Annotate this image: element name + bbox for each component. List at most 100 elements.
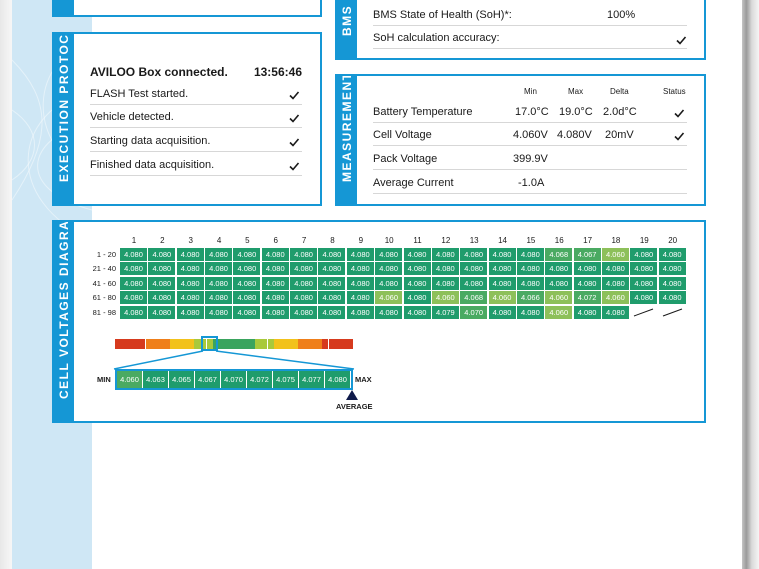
- check-icon: [289, 91, 300, 100]
- voltage-cell: 4.080: [233, 262, 261, 276]
- voltage-cell: 4.080: [630, 262, 658, 276]
- measurement-label: Pack Voltage: [373, 153, 438, 165]
- column-header: 12: [441, 236, 451, 245]
- scale-value: 4.067: [195, 371, 221, 388]
- scale-segment: [346, 339, 353, 349]
- check-icon: [289, 138, 300, 147]
- row-label: 81 - 98: [92, 307, 116, 317]
- voltage-cell: 4.060: [488, 291, 516, 305]
- zoom-connector: [113, 350, 355, 370]
- scale-segment: [310, 339, 317, 349]
- voltage-cell: 4.080: [375, 248, 403, 261]
- soh-row: BMS State of Health (SoH)*: 100%: [373, 6, 687, 26]
- voltage-cell: 4.080: [431, 248, 459, 261]
- scale-value: 4.080: [325, 371, 351, 388]
- voltage-cell: 4.080: [403, 291, 431, 305]
- protocol-step: Vehicle detected.: [90, 108, 302, 128]
- soh-accuracy-row: SoH calculation accuracy:: [373, 29, 687, 49]
- column-header: 13: [469, 236, 479, 245]
- voltage-cell: 4.080: [488, 305, 516, 319]
- scale-value: 4.063: [143, 371, 169, 388]
- scale-segment: [115, 339, 122, 349]
- voltage-cell: 4.080: [403, 262, 431, 276]
- voltage-cell: 4.080: [573, 276, 601, 290]
- page-right-edge: [741, 0, 759, 569]
- voltage-cell: 4.060: [431, 291, 459, 305]
- measurement-row: Cell Voltage 4.060V 4.080V 20mV: [373, 126, 687, 146]
- scale-segment: [340, 339, 347, 349]
- check-icon: [676, 36, 687, 45]
- voltage-cell: 4.080: [261, 262, 289, 276]
- protocol-step-label: Vehicle detected.: [90, 111, 174, 123]
- voltage-cell: 4.080: [601, 276, 629, 290]
- soh-value: 100%: [607, 9, 636, 21]
- scale-segment: [243, 339, 250, 349]
- column-header-min: Min: [524, 87, 537, 96]
- cell-voltages-tab-label: CELL VOLTAGES DIAGRAM: [57, 222, 71, 399]
- voltage-cell: 4.080: [460, 276, 488, 290]
- protocol-header-text: AVILOO Box connected.: [90, 65, 228, 79]
- voltage-cell: 4.080: [205, 248, 233, 261]
- scale-segment: [255, 339, 262, 349]
- voltage-cell: 4.080: [431, 276, 459, 290]
- voltage-cell: 4.072: [573, 291, 601, 305]
- soh-label: BMS State of Health (SoH)*:: [373, 9, 512, 21]
- protocol-step-label: FLASH Test started.: [90, 88, 189, 100]
- scale-value: 4.060: [117, 371, 143, 388]
- voltage-cell: 4.080: [516, 305, 544, 319]
- measurement-max: 19.0°C: [559, 106, 593, 118]
- voltage-cell: 4.080: [658, 262, 686, 276]
- voltage-cell: 4.080: [403, 276, 431, 290]
- row-label: 61 - 80: [92, 293, 116, 303]
- column-header: 14: [498, 236, 507, 245]
- scale-segment: [151, 339, 158, 349]
- voltage-cell: 4.080: [205, 291, 233, 305]
- measurements-tab-label: MEASUREMENTS: [340, 76, 354, 182]
- report-page: BMS BMS State of Health (SoH)*: 100% SoH…: [12, 0, 742, 569]
- scale-value: 4.070: [221, 371, 247, 388]
- voltage-cell: 4.080: [545, 262, 573, 276]
- measurement-min: -1.0A: [518, 177, 545, 189]
- scale-segment: [206, 339, 213, 349]
- bms-tab: BMS: [337, 0, 357, 58]
- voltage-cell: 4.068: [460, 291, 488, 305]
- voltage-cell: 4.080: [233, 248, 261, 261]
- scale-segment: [328, 339, 335, 349]
- column-header: 17: [583, 236, 593, 245]
- zoom-scale: 4.060 4.063 4.065 4.067 4.070 4.072 4.075 4.077…: [115, 369, 353, 390]
- scale-segment: [304, 339, 311, 349]
- voltage-cell: 4.080: [630, 248, 658, 261]
- column-header: 20: [668, 236, 678, 245]
- column-header: 2: [160, 236, 165, 245]
- column-header-status: Status: [663, 87, 686, 96]
- voltage-cell: 4.080: [488, 276, 516, 290]
- average-marker-icon: [346, 390, 358, 400]
- voltage-cell: 4.080: [290, 305, 318, 319]
- column-header-max: Max: [568, 87, 584, 96]
- protocol-step: FLASH Test started.: [90, 85, 302, 105]
- voltage-cell: 4.080: [233, 291, 261, 305]
- scale-segment: [121, 339, 128, 349]
- voltage-cell: 4.080: [318, 276, 346, 290]
- measurement-min: 4.060V: [513, 129, 548, 141]
- voltage-cell: 4.080: [290, 276, 318, 290]
- voltage-cell: 4.080: [346, 248, 374, 261]
- soh-accuracy-label: SoH calculation accuracy:: [373, 32, 500, 44]
- color-scale-strip: [115, 339, 353, 349]
- row-label: 41 - 60: [92, 278, 116, 288]
- scale-min-label: MIN: [97, 375, 111, 384]
- scale-segment: [127, 339, 134, 349]
- voltage-cell: 4.080: [488, 262, 516, 276]
- measurement-label: Cell Voltage: [373, 129, 432, 141]
- voltage-cell: 4.080: [261, 305, 289, 319]
- voltage-cell: 4.080: [375, 305, 403, 319]
- measurement-min: 17.0°C: [515, 106, 549, 118]
- row-label: 21 - 40: [92, 264, 116, 274]
- voltage-cell: 4.080: [148, 248, 176, 261]
- voltage-cell: 4.080: [658, 291, 686, 305]
- voltage-cell: 4.080: [176, 291, 204, 305]
- voltage-cell: 4.080: [346, 276, 374, 290]
- scale-segment: [188, 339, 195, 349]
- voltage-cell: 4.080: [176, 248, 204, 261]
- scale-segment: [273, 339, 280, 349]
